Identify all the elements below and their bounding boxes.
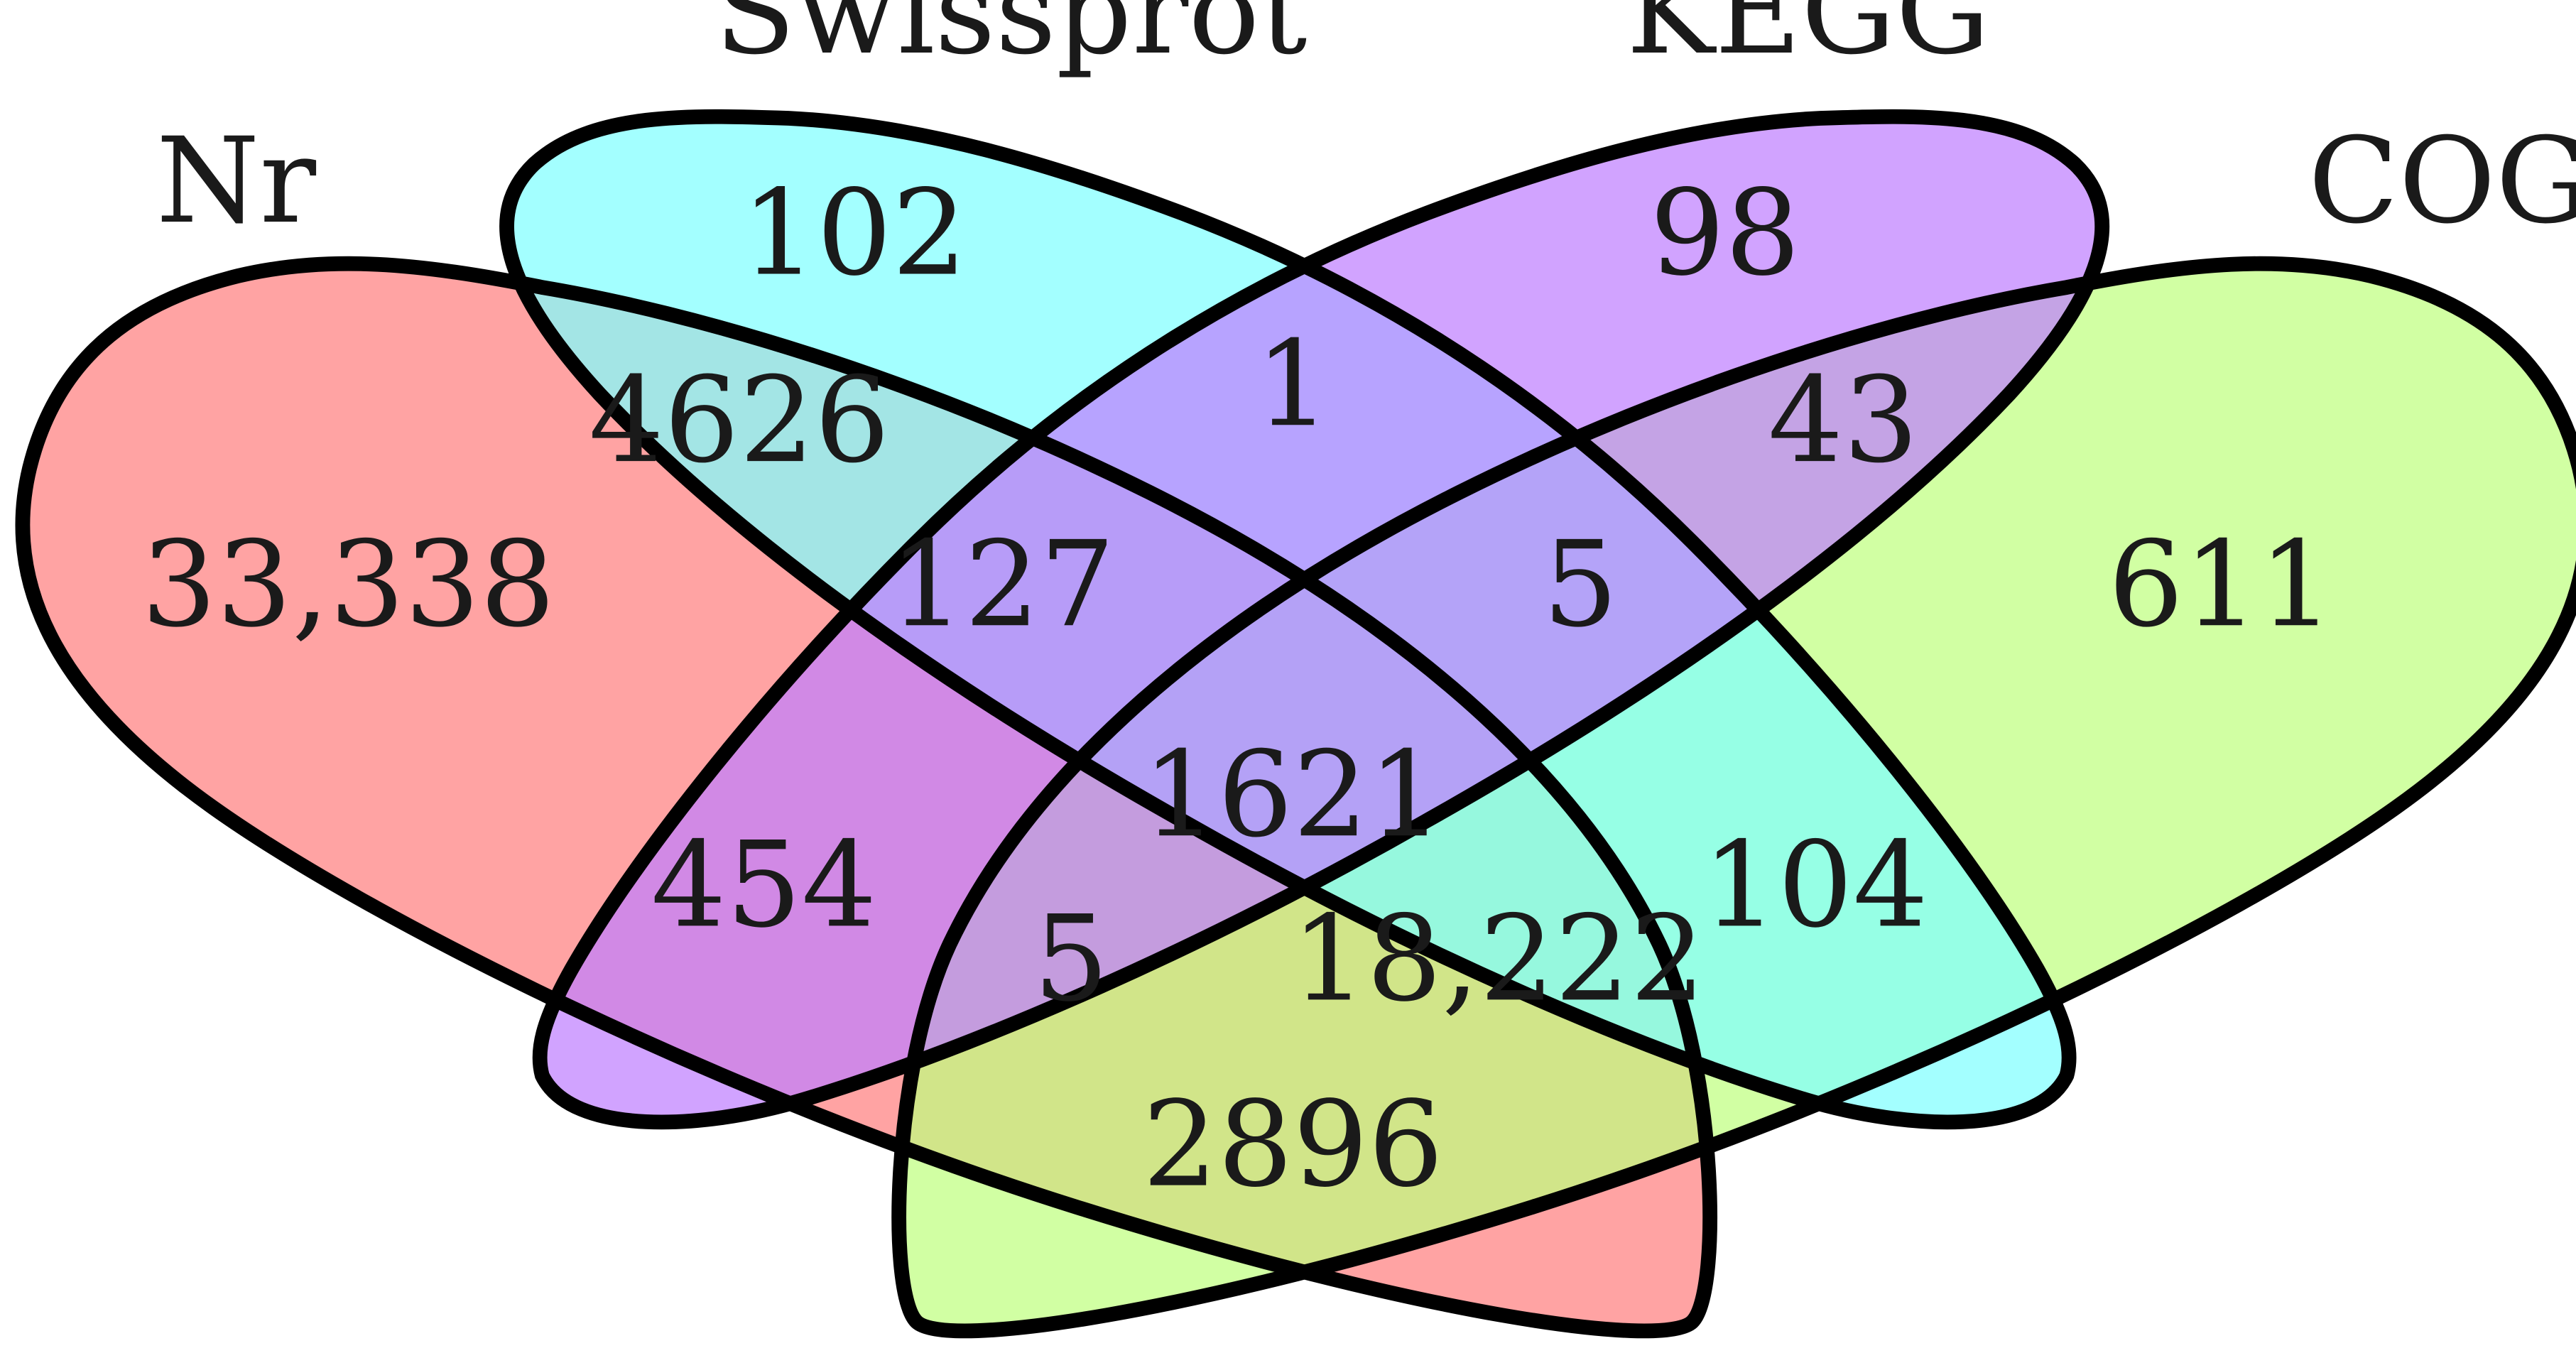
set-label-kegg: KEGG [1626,0,1990,81]
count-swissprot-kegg: 1 [1255,315,1330,453]
count-nr-cog: 2896 [1143,1076,1444,1214]
count-nr-kegg: 454 [651,816,877,954]
count-cog-only: 611 [2108,516,2334,653]
kegg-fill [540,116,2102,1122]
count-swissprot-kegg-cog: 5 [1543,516,1618,653]
count-nr-swissprot-kegg: 127 [889,516,1115,653]
count-kegg-cog: 43 [1768,352,1918,489]
set-label-nr: Nr [156,112,317,250]
count-all-four: 1621 [1143,726,1444,864]
count-nr-swissprot-cog: 18,222 [1291,890,1705,1028]
count-nr-swissprot: 4626 [589,352,890,489]
count-swissprot-cog: 104 [1702,816,1928,954]
set-label-swissprot: Swissprot [714,0,1307,81]
count-kegg-only: 98 [1650,165,1800,303]
cog-outline [891,256,2576,1339]
count-nr-only: 33,338 [141,516,555,653]
nr-outline [15,256,1717,1339]
set-fills [22,116,2576,1331]
count-nr-kegg-cog: 5 [1033,890,1109,1028]
set-label-cog: COG [2308,112,2576,250]
count-swissprot-only: 102 [741,165,967,303]
kegg-outline [532,109,2110,1130]
